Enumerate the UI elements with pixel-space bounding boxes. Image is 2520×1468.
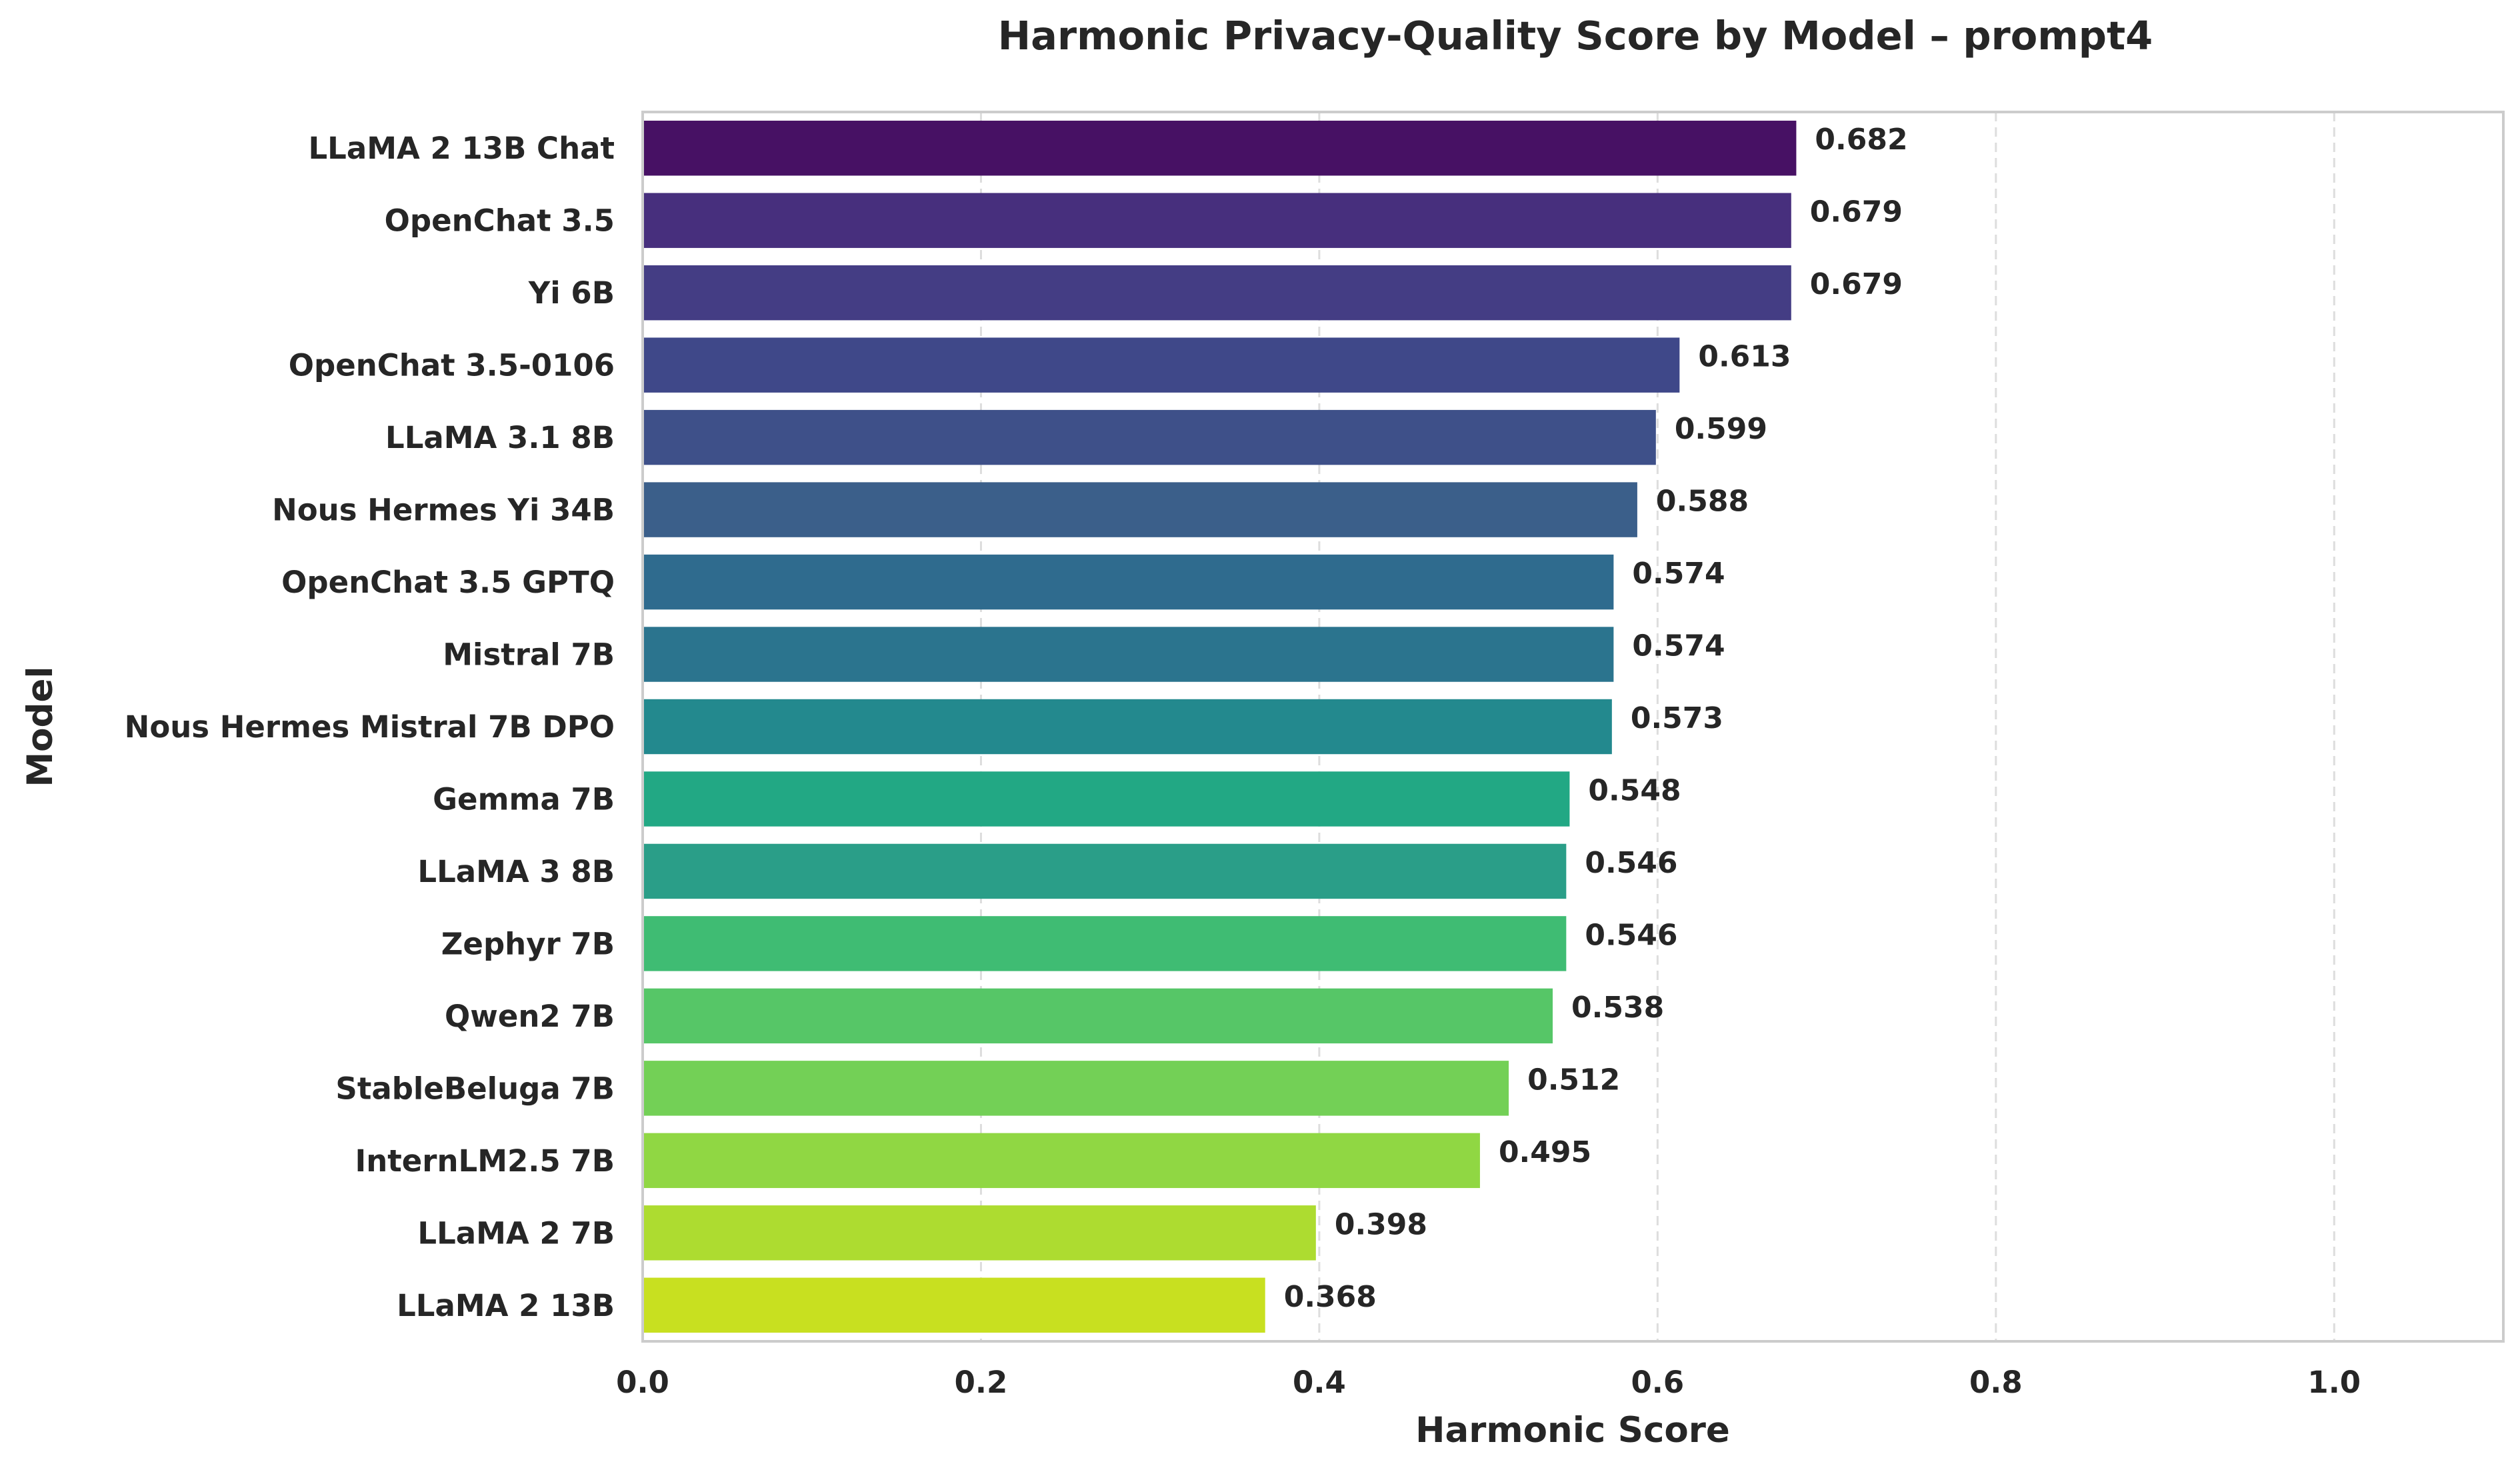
bar-value-label: 0.679 xyxy=(1810,267,1903,301)
y-tick-label: OpenChat 3.5 xyxy=(385,203,615,239)
bars xyxy=(643,121,1797,1333)
y-tick-label: OpenChat 3.5-0106 xyxy=(289,348,615,383)
y-tick-label: LLaMA 3 8B xyxy=(417,854,615,889)
x-tick-labels: 0.0 0.2 0.4 0.6 0.8 1.0 xyxy=(616,1365,2361,1400)
bar xyxy=(643,1133,1480,1189)
bar-value-label: 0.546 xyxy=(1585,846,1677,880)
x-tick-label: 0.4 xyxy=(1293,1365,1346,1400)
bar-value-label: 0.548 xyxy=(1588,773,1681,807)
bar-value-label: 0.588 xyxy=(1656,485,1749,519)
y-tick-label: LLaMA 3.1 8B xyxy=(385,420,615,455)
y-tick-label: Qwen2 7B xyxy=(445,999,615,1034)
bar xyxy=(643,699,1612,755)
bar xyxy=(643,482,1637,537)
y-tick-label: StableBeluga 7B xyxy=(335,1071,615,1106)
bar xyxy=(643,843,1567,899)
x-tick-label: 0.0 xyxy=(616,1365,669,1400)
bar xyxy=(643,409,1656,465)
bar-value-label: 0.573 xyxy=(1631,701,1723,735)
y-tick-label: InternLM2.5 7B xyxy=(355,1143,615,1179)
bar-value-label: 0.368 xyxy=(1284,1280,1377,1314)
y-tick-label: OpenChat 3.5 GPTQ xyxy=(281,565,615,600)
bar-value-label: 0.679 xyxy=(1810,195,1903,229)
bar-value-label: 0.495 xyxy=(1499,1135,1591,1169)
bar-value-label: 0.613 xyxy=(1698,340,1791,374)
y-axis-label: Model xyxy=(20,666,61,787)
bar xyxy=(643,1061,1509,1116)
x-tick-label: 0.8 xyxy=(1969,1365,2023,1400)
bar-value-label: 0.682 xyxy=(1815,123,1907,157)
bar xyxy=(643,771,1570,827)
bar xyxy=(643,121,1797,176)
bar xyxy=(643,265,1791,321)
y-tick-label: LLaMA 2 7B xyxy=(417,1215,615,1251)
y-tick-label: LLaMA 2 13B Chat xyxy=(309,131,615,166)
bar-value-label: 0.512 xyxy=(1527,1063,1620,1097)
y-tick-label: Yi 6B xyxy=(528,275,615,311)
x-tick-label: 0.6 xyxy=(1631,1365,1685,1400)
bar-value-label: 0.574 xyxy=(1632,629,1725,663)
x-axis-label: Harmonic Score xyxy=(1415,1410,1730,1451)
bar xyxy=(643,627,1614,682)
bar-value-label: 0.574 xyxy=(1632,557,1725,591)
bar xyxy=(643,1205,1316,1261)
value-labels: 0.682 0.679 0.679 0.613 0.599 0.588 0.574 0.574… xyxy=(1284,123,1908,1314)
chart-title: Harmonic Privacy-Quality Score by Model … xyxy=(998,13,2153,59)
y-tick-label: Nous Hermes Mistral 7B DPO xyxy=(125,709,615,745)
y-tick-label: Mistral 7B xyxy=(443,637,615,673)
plot-frame xyxy=(641,111,2505,1343)
bar xyxy=(643,337,1680,393)
bar-value-label: 0.398 xyxy=(1335,1207,1427,1241)
bar xyxy=(643,988,1553,1044)
x-tick-label: 0.2 xyxy=(955,1365,1008,1400)
bar-value-label: 0.599 xyxy=(1675,412,1767,446)
bar-value-label: 0.538 xyxy=(1571,991,1664,1025)
y-tick-label: Gemma 7B xyxy=(433,781,615,817)
bar xyxy=(643,193,1791,248)
bar-value-label: 0.546 xyxy=(1585,918,1677,952)
bar xyxy=(643,554,1614,610)
y-tick-label: LLaMA 2 13B xyxy=(397,1288,615,1323)
y-tick-label: Zephyr 7B xyxy=(441,926,615,961)
y-tick-labels: LLaMA 2 13B Chat OpenChat 3.5 Yi 6B OpenCha… xyxy=(125,131,615,1323)
bar xyxy=(643,1277,1265,1333)
bar xyxy=(643,916,1567,971)
x-tick-label: 1.0 xyxy=(2307,1365,2361,1400)
y-tick-label: Nous Hermes Yi 34B xyxy=(272,493,615,528)
